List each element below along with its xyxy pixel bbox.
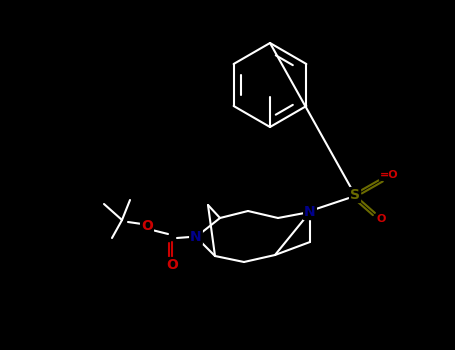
Text: N: N [304, 205, 316, 219]
Text: O: O [376, 214, 386, 224]
Text: N: N [190, 230, 202, 244]
Text: N: N [304, 205, 316, 219]
Text: =O: =O [379, 170, 398, 180]
Text: O: O [166, 258, 178, 272]
Text: S: S [350, 188, 360, 202]
Text: O: O [141, 219, 153, 233]
